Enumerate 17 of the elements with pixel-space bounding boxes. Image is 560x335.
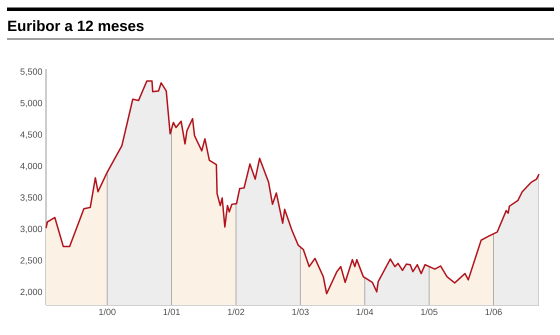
x-tick-label: 1/04	[356, 308, 374, 316]
x-tick-label: 1/05	[421, 308, 438, 316]
y-tick-label: 2,500	[20, 257, 42, 265]
y-tick-label: 2,000	[20, 288, 42, 296]
y-tick-label: 3,000	[20, 226, 42, 234]
y-tick-label: 5,500	[20, 68, 42, 76]
y-tick-label: 4,000	[20, 162, 42, 170]
y-tick-label: 3,500	[20, 194, 42, 202]
y-tick-label: 5,000	[20, 100, 42, 108]
y-tick-label: 4,500	[20, 131, 42, 139]
line-series	[45, 80, 540, 294]
chart-title: Euribor a 12 meses	[8, 20, 144, 32]
x-tick-label: 1/00	[99, 308, 116, 316]
x-tick-label: 1/02	[228, 308, 244, 316]
x-tick-label: 1/03	[292, 308, 309, 316]
x-tick-label: 1/01	[164, 308, 180, 316]
x-tick-label: 1/06	[485, 308, 502, 316]
